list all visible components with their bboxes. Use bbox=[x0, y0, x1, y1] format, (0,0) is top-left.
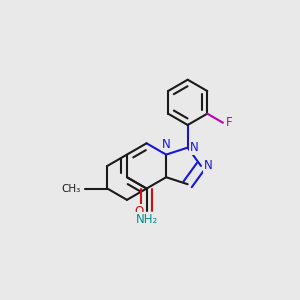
Text: CH₃: CH₃ bbox=[62, 184, 81, 194]
Text: NH₂: NH₂ bbox=[135, 213, 158, 226]
Text: N: N bbox=[190, 141, 199, 154]
Text: N: N bbox=[204, 159, 213, 172]
Text: F: F bbox=[226, 116, 233, 129]
Text: N: N bbox=[162, 138, 170, 151]
Text: O: O bbox=[134, 205, 143, 218]
